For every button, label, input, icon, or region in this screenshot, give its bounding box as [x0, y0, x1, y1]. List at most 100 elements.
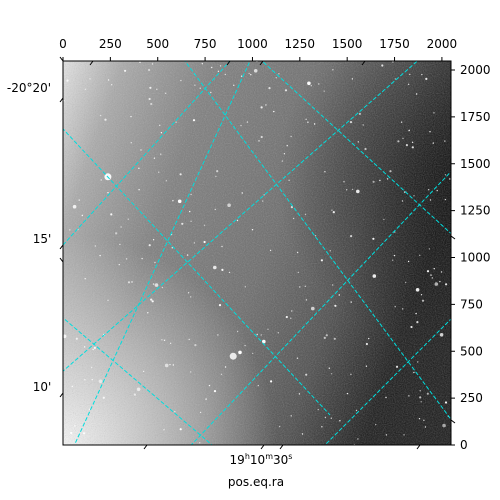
star: [139, 61, 141, 63]
star: [125, 258, 128, 260]
star: [411, 146, 414, 149]
star: [220, 373, 223, 375]
star: [224, 73, 226, 76]
star: [401, 200, 404, 202]
star: [177, 199, 182, 204]
star: [372, 180, 375, 183]
star: [236, 330, 239, 333]
ra-tick: [260, 444, 265, 450]
star: [148, 244, 151, 247]
star: [444, 198, 447, 201]
star: [136, 387, 141, 392]
grid-line: [324, 318, 451, 445]
star: [217, 70, 220, 73]
star: [130, 142, 132, 144]
star: [364, 147, 367, 151]
star: [444, 174, 447, 176]
star: [439, 280, 441, 283]
star: [392, 61, 394, 63]
star: [385, 396, 387, 399]
star: [205, 398, 207, 400]
star: [428, 248, 431, 250]
ra-tick: [450, 419, 456, 424]
star: [346, 392, 349, 395]
star: [190, 371, 192, 373]
star: [199, 442, 201, 444]
star: [63, 100, 65, 102]
star: [409, 73, 411, 76]
star: [299, 286, 301, 288]
star: [290, 317, 292, 319]
star: [278, 425, 281, 428]
star: [430, 274, 432, 276]
star: [165, 92, 167, 95]
star: [355, 409, 358, 412]
star: [396, 365, 398, 368]
star: [211, 66, 213, 69]
star: [278, 73, 280, 75]
star: [332, 211, 335, 214]
star: [158, 171, 160, 173]
star: [260, 106, 263, 109]
top-tick-label: 2000: [427, 37, 458, 51]
star: [130, 115, 132, 118]
star: [138, 189, 140, 191]
star: [250, 74, 252, 76]
star: [78, 199, 80, 201]
star: [433, 268, 435, 270]
star: [338, 294, 340, 296]
star: [281, 160, 284, 162]
right-tick-label: 1750: [460, 110, 491, 124]
star: [365, 365, 368, 367]
star: [154, 261, 156, 264]
star: [270, 380, 273, 383]
star: [201, 63, 203, 65]
star: [84, 88, 87, 91]
star: [365, 342, 368, 346]
star: [420, 294, 423, 296]
star: [213, 390, 217, 393]
star: [72, 204, 77, 209]
star: [424, 426, 427, 428]
star: [423, 419, 425, 421]
star: [102, 396, 105, 399]
star: [403, 434, 405, 436]
top-tick-label: 750: [194, 37, 217, 51]
star: [286, 145, 288, 147]
star: [83, 346, 86, 348]
star: [81, 214, 84, 217]
dec-tick: [59, 392, 64, 398]
star: [221, 268, 224, 271]
star: [91, 378, 94, 381]
ra-tick-label: 19h10m30s: [230, 452, 293, 467]
star: [127, 281, 131, 284]
star: [394, 78, 396, 80]
x-axis-label: pos.eq.ra: [228, 475, 284, 489]
star: [320, 259, 323, 262]
star: [240, 124, 242, 127]
right-tick-label: 2000: [460, 63, 491, 77]
star: [203, 224, 206, 226]
star: [290, 135, 292, 138]
star: [288, 179, 290, 181]
star: [153, 157, 156, 159]
star: [415, 288, 420, 292]
grid-line: [184, 61, 451, 421]
star: [346, 189, 348, 191]
ra-tick: [361, 60, 366, 66]
star: [426, 270, 430, 273]
star: [172, 364, 174, 366]
star: [141, 257, 143, 260]
star: [84, 379, 86, 381]
star: [188, 338, 190, 341]
right-tick-label: 1250: [460, 204, 491, 218]
top-tick-label: 250: [99, 37, 122, 51]
star: [119, 243, 121, 246]
star: [297, 271, 299, 274]
star: [305, 299, 308, 301]
star: [151, 300, 154, 303]
ra-tick: [279, 444, 284, 450]
star: [160, 153, 162, 155]
star: [330, 417, 332, 419]
star: [407, 83, 410, 86]
